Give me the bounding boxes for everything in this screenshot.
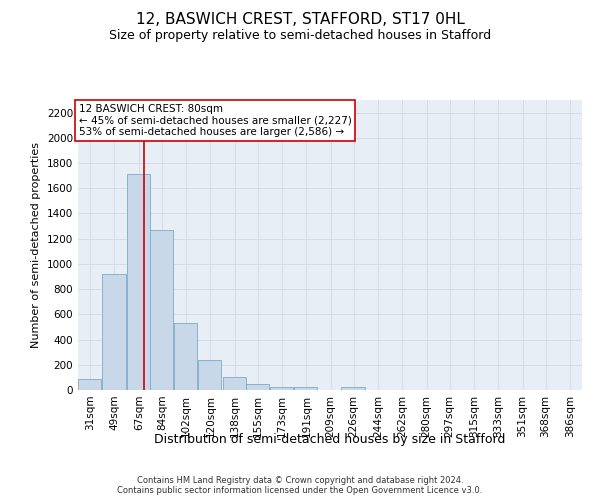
Text: 12, BASWICH CREST, STAFFORD, ST17 0HL: 12, BASWICH CREST, STAFFORD, ST17 0HL — [136, 12, 464, 28]
Text: Distribution of semi-detached houses by size in Stafford: Distribution of semi-detached houses by … — [154, 432, 506, 446]
Bar — [149, 230, 173, 390]
Bar — [174, 323, 197, 390]
Bar — [223, 378, 246, 390]
Y-axis label: Number of semi-detached properties: Number of semi-detached properties — [31, 142, 41, 348]
Bar — [78, 378, 101, 390]
Text: 12 BASWICH CREST: 80sqm
← 45% of semi-detached houses are smaller (2,227)
53% of: 12 BASWICH CREST: 80sqm ← 45% of semi-de… — [79, 104, 352, 137]
Bar — [103, 274, 125, 390]
Bar — [245, 384, 269, 390]
Bar — [294, 388, 317, 390]
Bar — [198, 360, 221, 390]
Bar — [270, 387, 293, 390]
Bar — [341, 388, 365, 390]
Text: Contains HM Land Registry data © Crown copyright and database right 2024.
Contai: Contains HM Land Registry data © Crown c… — [118, 476, 482, 495]
Text: Size of property relative to semi-detached houses in Stafford: Size of property relative to semi-detach… — [109, 29, 491, 42]
Bar — [127, 174, 150, 390]
